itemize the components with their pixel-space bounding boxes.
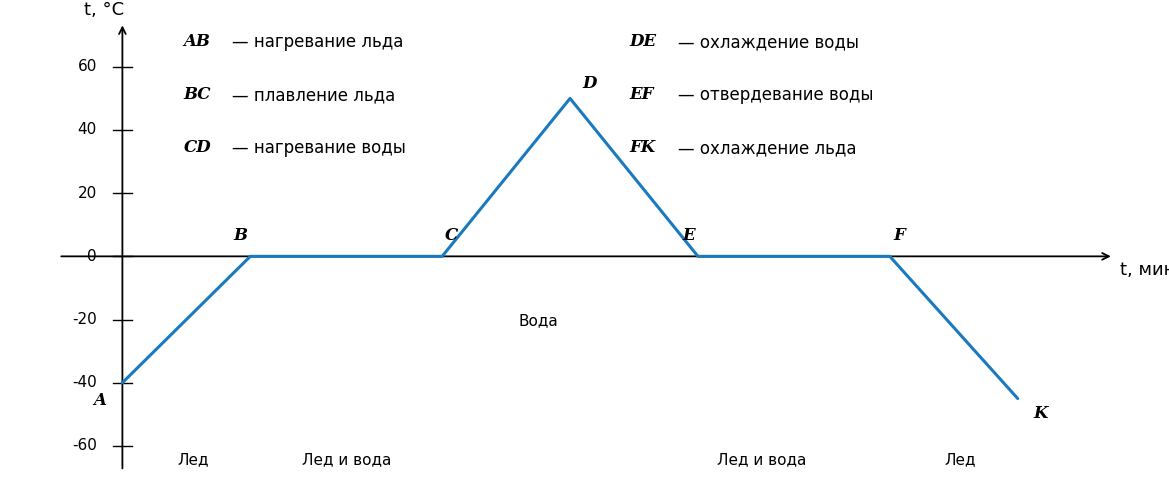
Text: 60: 60 bbox=[77, 60, 97, 74]
Text: — нагревание льда: — нагревание льда bbox=[233, 33, 403, 51]
Text: Лед и вода: Лед и вода bbox=[718, 452, 807, 467]
Text: F: F bbox=[893, 227, 905, 244]
Text: AB: AB bbox=[184, 33, 210, 50]
Text: -20: -20 bbox=[72, 312, 97, 327]
Text: DE: DE bbox=[629, 33, 656, 50]
Text: 0: 0 bbox=[88, 249, 97, 264]
Text: Лед: Лед bbox=[945, 452, 976, 467]
Text: — охлаждение льда: — охлаждение льда bbox=[678, 139, 857, 157]
Text: K: K bbox=[1033, 405, 1049, 422]
Text: EF: EF bbox=[629, 86, 653, 103]
Text: Лед и вода: Лед и вода bbox=[302, 452, 390, 467]
Text: — нагревание воды: — нагревание воды bbox=[233, 139, 407, 157]
Text: — плавление льда: — плавление льда bbox=[233, 86, 395, 104]
Text: E: E bbox=[682, 227, 694, 244]
Text: Вода: Вода bbox=[518, 313, 558, 328]
Text: FK: FK bbox=[629, 139, 656, 156]
Text: CD: CD bbox=[184, 139, 212, 156]
Text: — отвердевание воды: — отвердевание воды bbox=[678, 86, 873, 104]
Text: -60: -60 bbox=[72, 438, 97, 453]
Text: t, мин: t, мин bbox=[1120, 261, 1169, 279]
Text: 40: 40 bbox=[77, 123, 97, 137]
Text: t, °C: t, °C bbox=[84, 1, 124, 19]
Text: D: D bbox=[583, 75, 597, 92]
Text: Лед: Лед bbox=[177, 452, 208, 467]
Text: 20: 20 bbox=[77, 186, 97, 201]
Text: B: B bbox=[234, 227, 248, 244]
Text: A: A bbox=[94, 392, 106, 409]
Text: — охлаждение воды: — охлаждение воды bbox=[678, 33, 859, 51]
Text: C: C bbox=[445, 227, 458, 244]
Text: BC: BC bbox=[184, 86, 210, 103]
Text: -40: -40 bbox=[72, 375, 97, 390]
